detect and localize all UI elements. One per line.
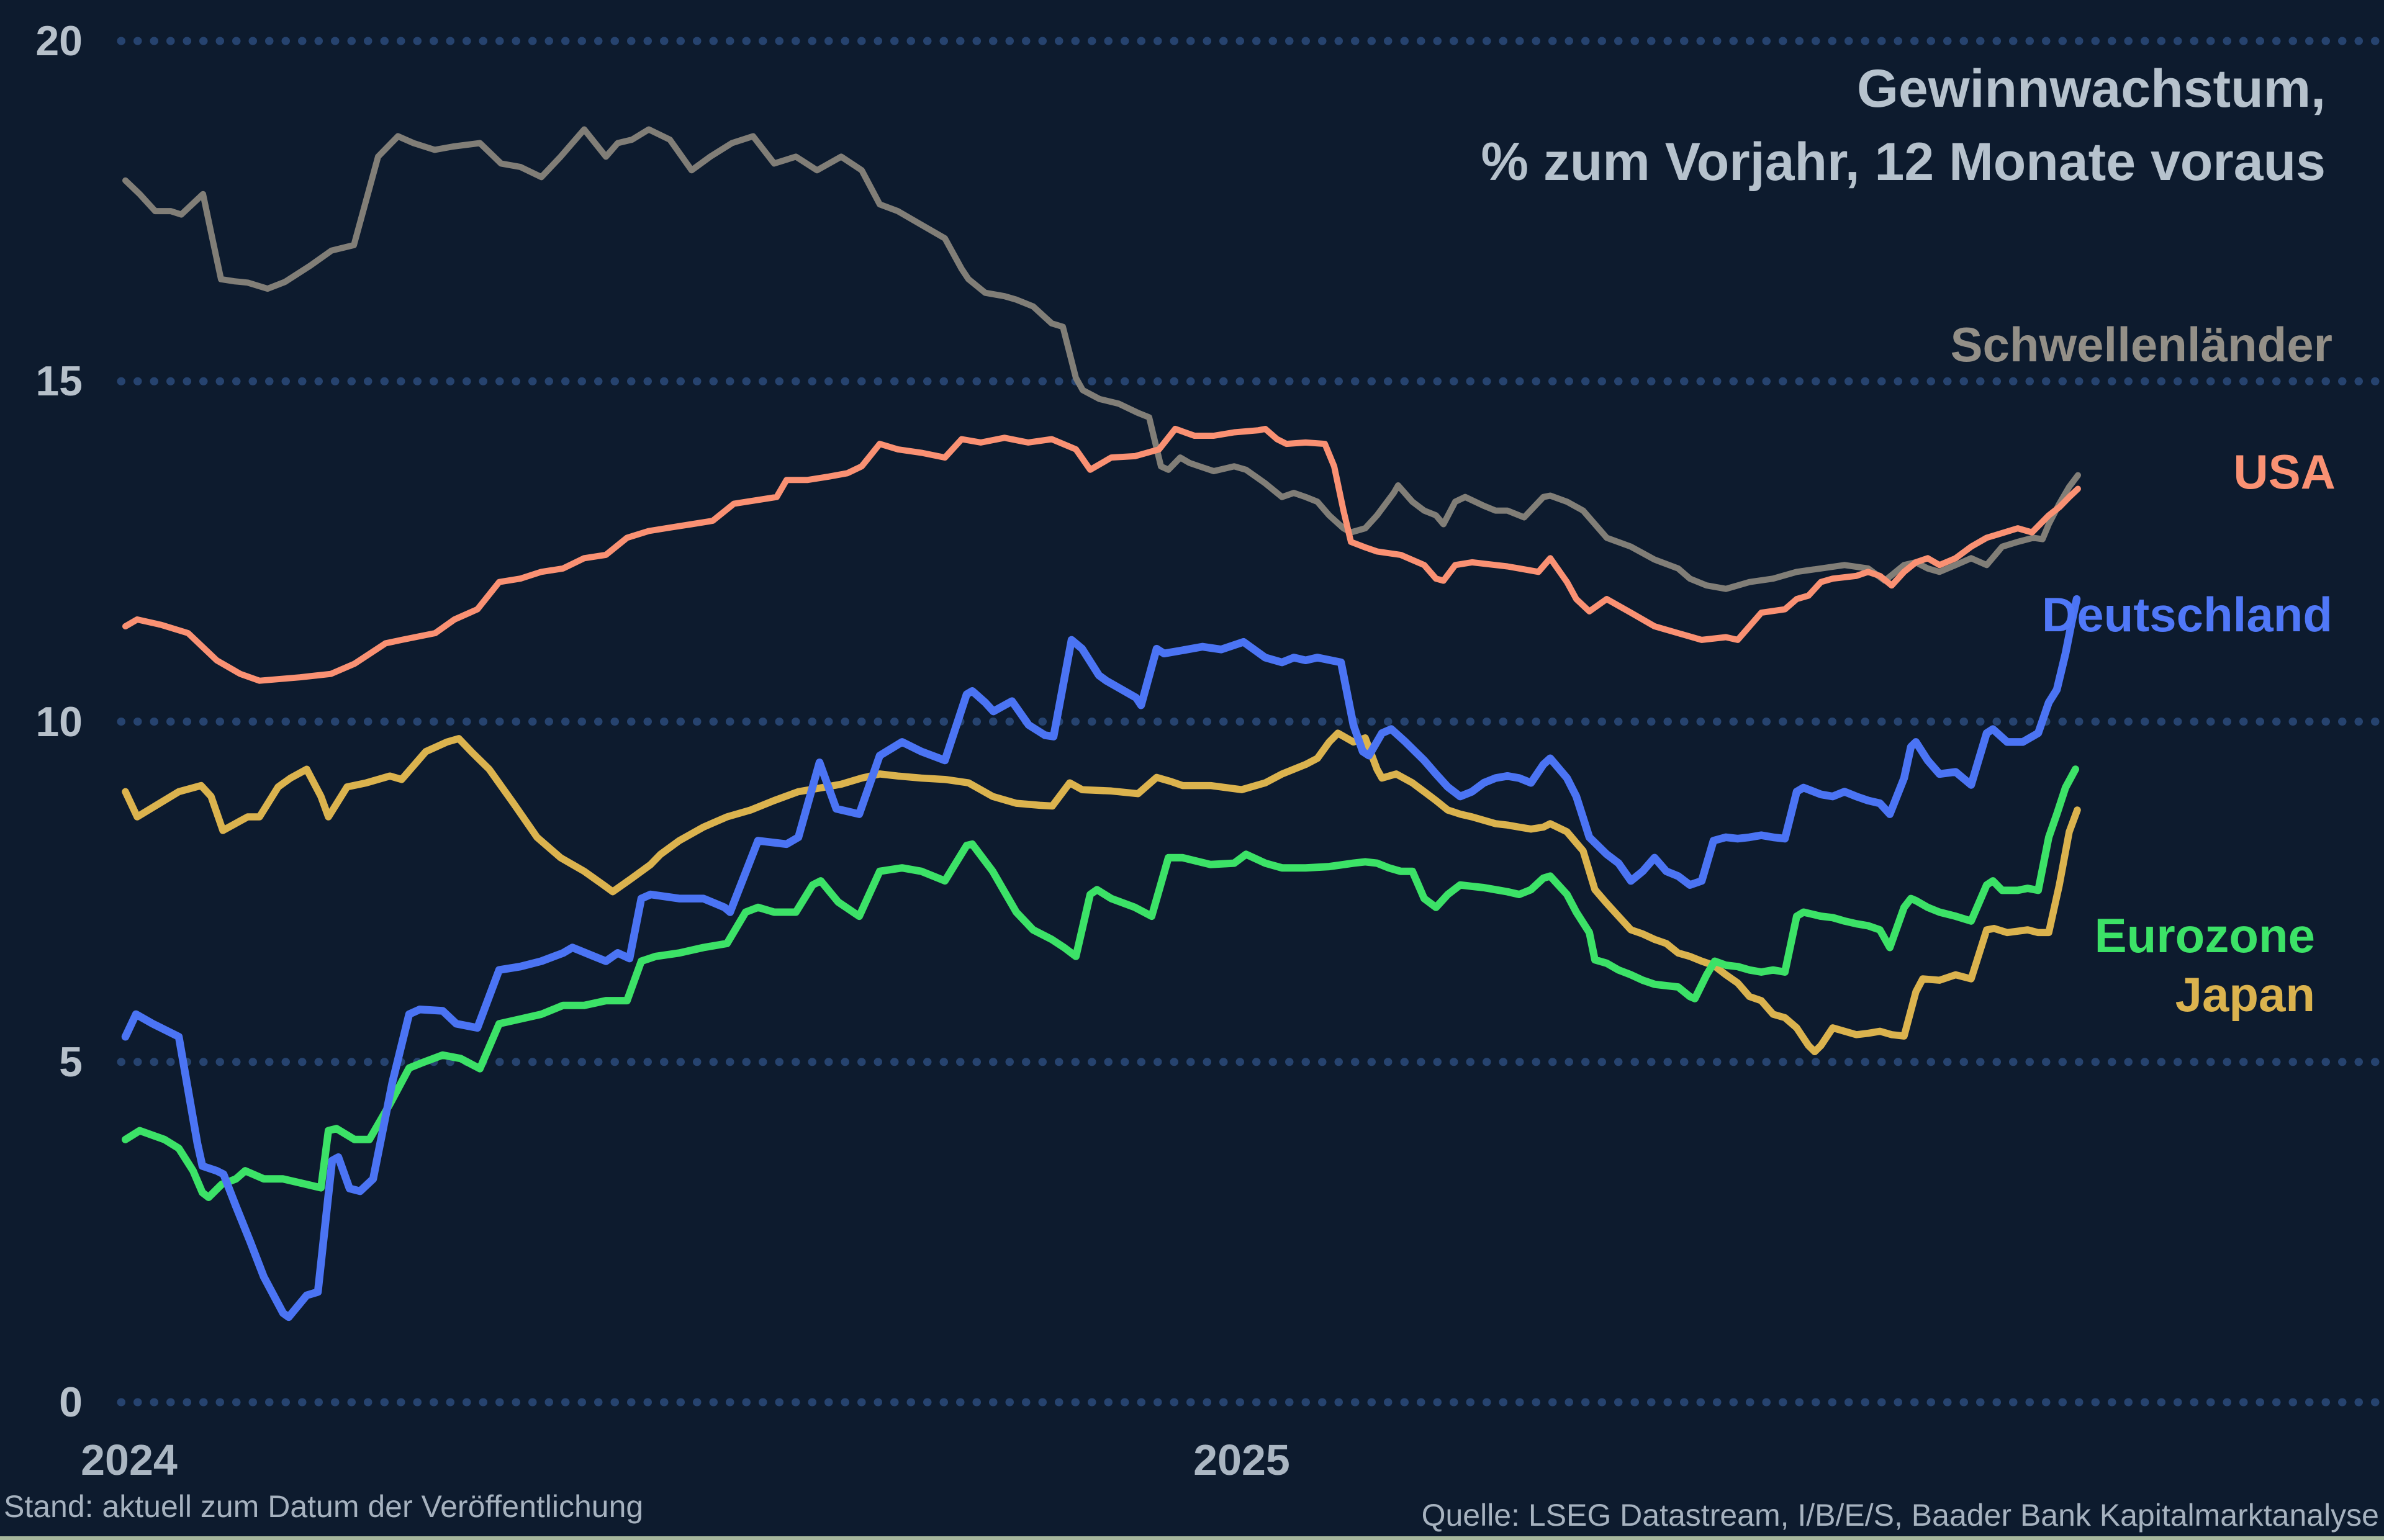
y-axis-tick-5: 5 [59, 1038, 83, 1086]
x-axis-tick-2025: 2025 [1193, 1436, 1290, 1484]
series-line-schwellenlaender [122, 126, 2081, 592]
y-axis-tick-15: 15 [35, 358, 83, 405]
legend-label-schwellenlaender: Schwellenländer [1950, 317, 2332, 372]
series-line-deutschland [121, 595, 2081, 1322]
series-line-usa [122, 426, 2081, 684]
status-note: Stand: aktuell zum Datum der Veröffentli… [4, 1489, 644, 1524]
y-axis-tick-0: 0 [59, 1379, 83, 1426]
series-line-japan [122, 729, 2081, 1056]
chart-title-line2: % zum Vorjahr, 12 Monate voraus [1481, 132, 2326, 192]
y-axis-tick-20: 20 [35, 17, 83, 65]
y-axis-tick-10: 10 [35, 698, 83, 745]
bottom-accent-strip [0, 1536, 2384, 1540]
series-line-eurozone [122, 765, 2079, 1201]
source-note: Quelle: LSEG Datastream, I/B/E/S, Baader… [1421, 1498, 2379, 1533]
legend-label-japan: Japan [2175, 967, 2315, 1022]
legend-label-usa: USA [2233, 444, 2336, 499]
x-axis-tick-2024: 2024 [81, 1436, 178, 1484]
chart-title: Gewinnwachstum, % zum Vorjahr, 12 Monate… [1481, 52, 2326, 199]
legend-label-eurozone: Eurozone [2094, 908, 2315, 963]
legend-label-deutschland: Deutschland [2041, 587, 2332, 642]
chart-title-line1: Gewinnwachstum, [1856, 59, 2326, 119]
